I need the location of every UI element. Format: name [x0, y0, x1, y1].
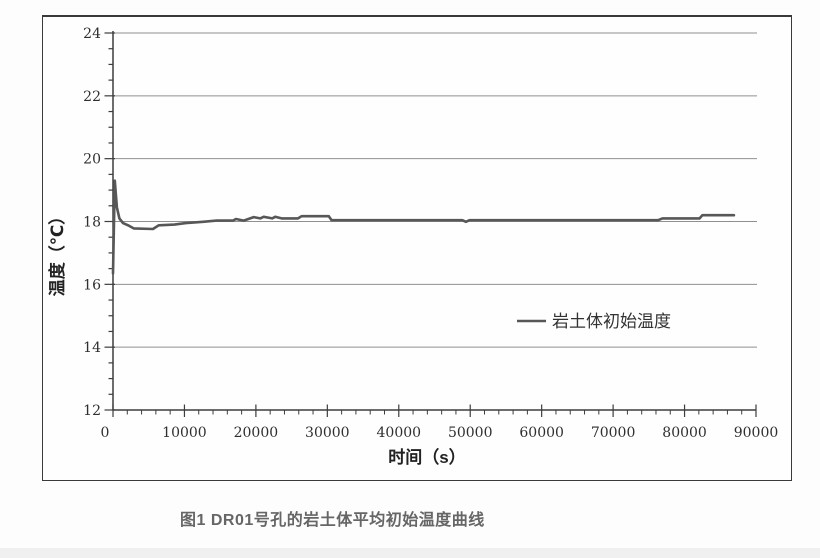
- x-tick-label: 50000: [448, 425, 493, 441]
- y-tick-label: 16: [83, 277, 101, 293]
- y-tick-label: 12: [83, 403, 101, 419]
- x-tick-label: 70000: [591, 425, 636, 441]
- x-axis-title: 时间（s）: [388, 447, 465, 467]
- temperature-line-chart: 12 14 16 18 20 22 24 0 10000 20000 30000 40000 50000…: [47, 26, 779, 467]
- x-tick-label: 80000: [662, 425, 707, 441]
- y-axis-title: 温度（℃）: [47, 208, 67, 297]
- figure-caption: 图1 DR01号孔的岩土体平均初始温度曲线: [180, 512, 485, 529]
- x-tick-label: 30000: [305, 425, 350, 441]
- legend-label: 岩土体初始温度: [552, 312, 671, 331]
- y-tick-label: 20: [83, 152, 101, 168]
- chart-frame: [42, 15, 792, 481]
- x-tick-label: 20000: [234, 425, 279, 441]
- page-bottom-edge: [0, 548, 820, 558]
- y-tick-label: 24: [83, 26, 101, 42]
- x-tick-label: 10000: [162, 425, 207, 441]
- x-tick-label: 60000: [519, 425, 564, 441]
- x-tick-label: 90000: [734, 425, 779, 441]
- y-tick-label: 22: [83, 89, 101, 105]
- x-tick-label: 0: [101, 425, 110, 441]
- x-tick-label: 40000: [377, 425, 422, 441]
- y-tick-label: 18: [83, 215, 101, 231]
- y-tick-label: 14: [83, 340, 101, 356]
- series-line: [111, 179, 736, 275]
